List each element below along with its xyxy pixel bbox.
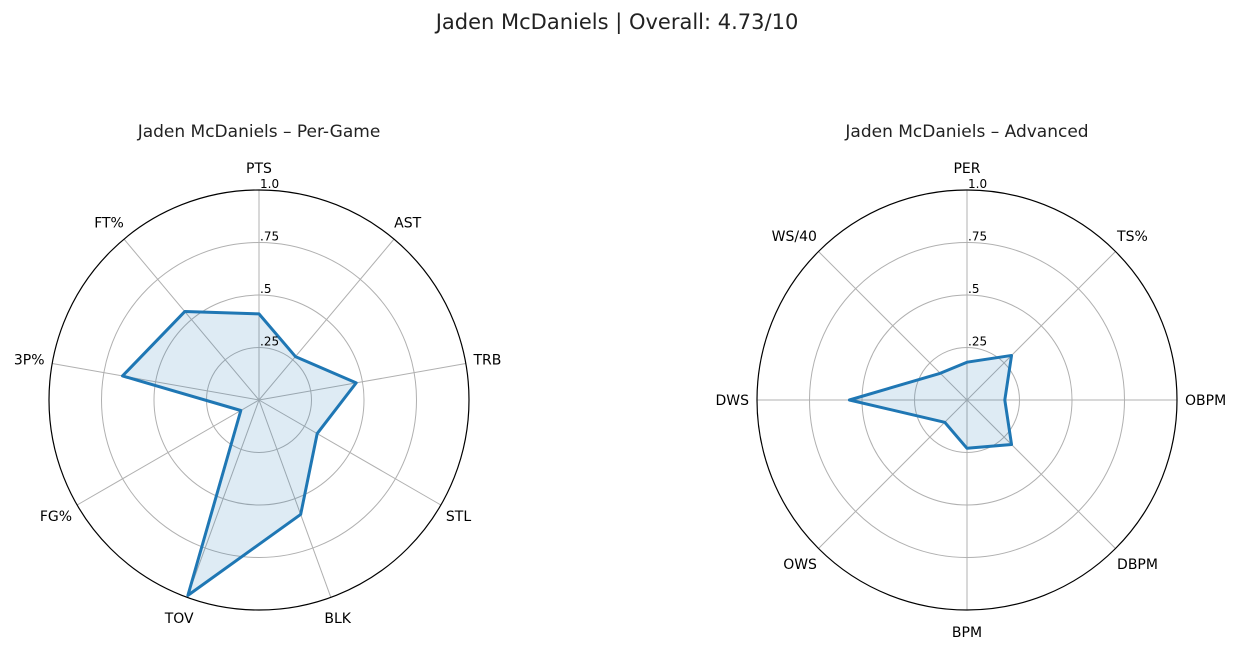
- per-game-radial-tick-label: .5: [260, 282, 271, 296]
- advanced-radial-tick-label: .75: [968, 230, 987, 244]
- advanced-outer-frame: [756, 189, 1178, 611]
- advanced-radial-tick-label: .25: [968, 335, 987, 349]
- per-game-axis-label-fg-pct: FG%: [40, 509, 72, 525]
- per-game-spoke: [258, 363, 466, 401]
- advanced-axis-label-dws: DWS: [715, 393, 749, 409]
- advanced-axis-label-obpm: OBPM: [1185, 393, 1226, 409]
- advanced-chart-title: Jaden McDaniels – Advanced: [845, 122, 1089, 142]
- per-game-outer-frame: [48, 189, 470, 611]
- advanced-series-fill: [849, 355, 1012, 449]
- per-game-chart-title: Jaden McDaniels – Per-Game: [137, 122, 381, 142]
- per-game-spoke: [123, 238, 260, 401]
- advanced-spoke: [818, 399, 968, 549]
- advanced-axis-label-bpm: BPM: [952, 625, 982, 641]
- per-game-series-line: [121, 310, 358, 597]
- per-game-radial-tick-label: .25: [260, 335, 279, 349]
- per-game-spoke: [258, 399, 332, 598]
- advanced-axis-label-dbpm: DBPM: [1117, 557, 1158, 573]
- advanced-axis-label-ows: OWS: [783, 557, 817, 573]
- per-game-axis-label-trb: TRB: [472, 353, 501, 369]
- advanced-axis-label-per: PER: [953, 161, 980, 177]
- advanced-spoke: [966, 251, 1116, 401]
- per-game-series-fill: [122, 311, 357, 596]
- per-game-axis-label-ft-pct: FT%: [94, 215, 124, 231]
- per-game-spoke: [52, 363, 260, 401]
- advanced-radial-tick-label: 1.0: [968, 177, 987, 191]
- advanced-spoke: [818, 251, 968, 401]
- per-game-spoke: [186, 399, 260, 598]
- per-game-axis-label-3p-pct: 3P%: [14, 353, 45, 369]
- per-game-axis-label-stl: STL: [446, 509, 471, 525]
- advanced-axis-label-ts-pct: TS%: [1116, 229, 1148, 245]
- per-game-axis-label-pts: PTS: [246, 161, 272, 177]
- per-game-radial-tick-label: .75: [260, 230, 279, 244]
- per-game-radial-tick-label: 1.0: [260, 177, 279, 191]
- per-game-spoke: [258, 238, 395, 401]
- per-game-spoke: [76, 399, 260, 506]
- advanced-axis-label-ws-40: WS/40: [772, 229, 817, 245]
- advanced-radial-tick-label: .5: [968, 282, 979, 296]
- per-game-spoke: [258, 399, 442, 506]
- per-game-axis-label-ast: AST: [394, 215, 421, 231]
- per-game-axis-label-blk: BLK: [324, 611, 351, 627]
- figure-title: Jaden McDaniels | Overall: 4.73/10: [435, 10, 799, 34]
- advanced-spoke: [966, 399, 1116, 549]
- per-game-axis-label-tov: TOV: [164, 611, 194, 627]
